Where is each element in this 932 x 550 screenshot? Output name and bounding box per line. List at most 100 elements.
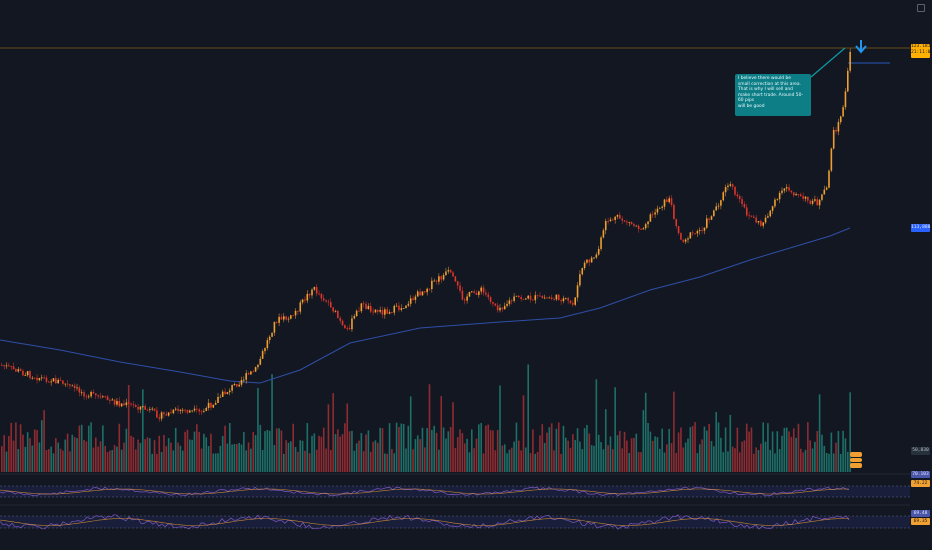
candle <box>703 227 706 231</box>
candle <box>365 303 367 310</box>
volume-bar <box>31 445 34 472</box>
volume-bar <box>90 422 92 472</box>
candle <box>731 184 734 187</box>
volume-bar <box>414 439 417 472</box>
candle <box>57 379 59 384</box>
volume-bar <box>684 442 687 472</box>
volume-bar <box>254 435 257 472</box>
candle <box>12 366 15 370</box>
candle <box>386 309 388 314</box>
volume-bar <box>633 437 635 472</box>
candle <box>748 215 750 217</box>
candle <box>377 309 379 312</box>
volume-bar <box>45 449 48 472</box>
candle <box>426 288 428 293</box>
indicator-1-value-b: 74.22 <box>911 480 930 487</box>
volume-bar <box>167 438 170 472</box>
volume-bar <box>17 449 20 472</box>
candle <box>325 300 327 302</box>
volume-bar <box>621 448 623 472</box>
candle <box>435 280 438 282</box>
candle <box>680 233 682 240</box>
candle <box>156 410 158 418</box>
volume-bar <box>727 451 729 472</box>
candle <box>259 358 262 365</box>
candle <box>261 351 264 359</box>
candle <box>816 199 819 206</box>
volume-bar <box>87 425 90 472</box>
candle <box>90 391 92 397</box>
volume-bar <box>250 448 252 472</box>
candle <box>762 222 764 226</box>
candle <box>830 148 833 171</box>
candle <box>179 409 182 411</box>
candle <box>567 297 569 301</box>
candle <box>29 371 31 378</box>
candle <box>510 300 513 302</box>
candle <box>454 276 457 282</box>
candle <box>240 379 243 385</box>
volume-bar <box>198 431 200 472</box>
volume-bar <box>381 428 384 472</box>
volume-bar <box>769 449 772 472</box>
volume-bar <box>205 437 208 472</box>
volume-bar <box>388 423 391 472</box>
volume-bar <box>285 440 287 472</box>
candle <box>358 310 360 312</box>
volume-bar <box>372 441 374 472</box>
annotation-callout[interactable]: I believe there would be small correctio… <box>735 74 811 116</box>
volume-bar <box>125 428 128 472</box>
candle <box>480 287 482 292</box>
candle <box>663 199 666 207</box>
volume-bar <box>767 423 769 472</box>
candle <box>630 221 633 225</box>
volume-bar <box>659 448 661 472</box>
volume-bar <box>485 425 487 472</box>
candle <box>210 402 212 408</box>
volume-bar <box>741 441 743 472</box>
candle <box>637 225 640 230</box>
candle <box>264 348 266 352</box>
volume-bar <box>374 440 377 472</box>
candle <box>217 396 219 403</box>
volume-bar <box>595 379 598 472</box>
volume-bar <box>748 431 750 472</box>
volume-bar <box>753 453 755 472</box>
volume-bar <box>847 451 849 472</box>
volume-bar <box>24 446 27 472</box>
volume-bar <box>614 387 616 472</box>
candle <box>769 210 772 217</box>
volume-bar <box>651 440 654 472</box>
candle <box>649 214 652 222</box>
candle <box>292 315 294 317</box>
candle <box>536 295 539 297</box>
volume-bar <box>358 440 360 472</box>
volume-bar <box>750 427 753 472</box>
volume-bar <box>48 449 50 472</box>
candle <box>837 122 840 132</box>
candle <box>52 378 55 382</box>
volume-bar <box>355 443 358 472</box>
volume-bar <box>259 424 262 472</box>
current-price-tag: 123.181 21:11:00 <box>911 44 932 58</box>
candle <box>600 237 602 249</box>
volume-bar <box>546 432 548 472</box>
volume-bar <box>790 436 793 472</box>
candle <box>186 410 189 413</box>
candle <box>550 297 553 299</box>
volume-bar <box>71 434 74 472</box>
volume-bar <box>5 451 8 472</box>
volume-bar <box>821 434 823 472</box>
candle <box>673 204 675 220</box>
volume-legend-icon[interactable] <box>850 452 862 470</box>
candle <box>231 385 233 391</box>
volume-bar <box>160 451 163 472</box>
candle <box>809 200 811 204</box>
volume-bar <box>736 427 739 472</box>
volume-bar <box>330 450 332 472</box>
volume-bar <box>471 429 473 472</box>
candle <box>715 206 717 211</box>
settings-icon[interactable] <box>917 4 925 12</box>
